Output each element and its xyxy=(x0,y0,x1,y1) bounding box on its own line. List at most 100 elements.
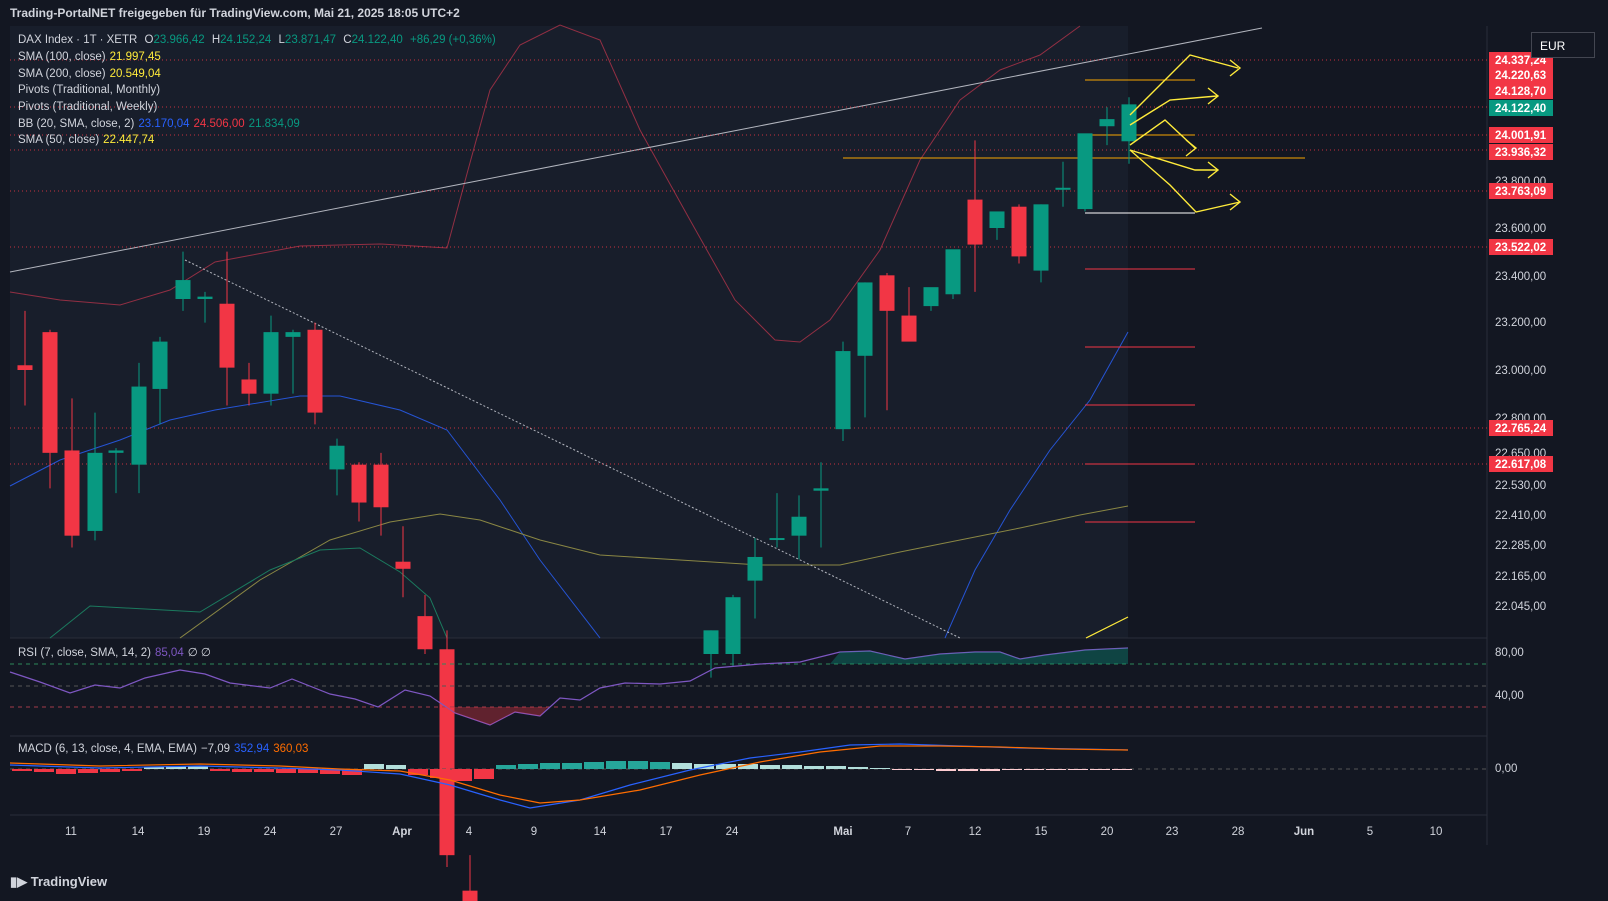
price-label-text: 22.617,08 xyxy=(1495,459,1547,471)
price-label-box: 22.765,24 xyxy=(1489,420,1553,436)
macd-histogram-bar xyxy=(606,761,626,769)
candle xyxy=(219,251,235,406)
price-label-box: 24.128,70 xyxy=(1489,83,1553,99)
time-tick-label: Jun xyxy=(1294,826,1314,838)
symbol-label: DAX Index · 1T · XETR xyxy=(18,34,138,46)
macd-histogram-bar xyxy=(716,764,736,769)
candle xyxy=(241,362,257,406)
macd-histogram-bar xyxy=(540,763,560,769)
candle-body xyxy=(439,649,455,856)
candle-body xyxy=(1121,104,1137,142)
macd-histogram-bar xyxy=(78,769,98,773)
candle-body xyxy=(857,282,873,356)
rsi-tick-label: 40,00 xyxy=(1495,690,1524,702)
candle xyxy=(813,462,829,548)
candle xyxy=(989,211,1005,240)
macd-histogram-bar xyxy=(1024,769,1044,770)
macd-histogram-bar xyxy=(584,762,604,769)
candle-body xyxy=(263,332,279,394)
candle-body xyxy=(1055,187,1071,190)
candle-body xyxy=(791,516,807,536)
candle xyxy=(923,287,939,311)
macd-tick-label: 0,00 xyxy=(1495,763,1517,775)
price-tick-label: 22.530,00 xyxy=(1495,480,1546,492)
bb-legend: BB (20, SMA, close, 2) 23.170,04 24.506,00… xyxy=(18,118,300,130)
price-tick-label: 22.285,00 xyxy=(1495,540,1546,552)
time-tick-label: 15 xyxy=(1035,826,1048,838)
candle xyxy=(17,310,33,406)
candle-body xyxy=(219,303,235,368)
macd-histogram-bar xyxy=(804,766,824,769)
candle xyxy=(1033,204,1049,283)
macd-histogram-bar xyxy=(1112,769,1132,770)
candle xyxy=(967,140,983,292)
time-tick-label: 24 xyxy=(726,826,739,838)
candle xyxy=(1099,107,1115,146)
candle-body xyxy=(923,287,939,307)
candle-body xyxy=(175,280,191,299)
macd-histogram-bar xyxy=(56,769,76,774)
projection-arrowhead xyxy=(1185,139,1198,157)
candle-body xyxy=(285,332,301,337)
macd-histogram-bar xyxy=(496,765,516,769)
price-label-bg xyxy=(1489,67,1553,83)
long-trendline xyxy=(9,27,1263,273)
time-tick-label: Apr xyxy=(392,826,412,838)
candle xyxy=(108,448,124,494)
macd-histogram-bar xyxy=(430,769,450,778)
macd-histogram-bar xyxy=(980,769,1000,771)
macd-histogram-bar xyxy=(298,769,318,773)
price-tick-label: 22.045,00 xyxy=(1495,601,1546,613)
candle xyxy=(131,362,147,494)
ohlc-open: O23.966,42 xyxy=(144,34,205,46)
projection-arrowhead xyxy=(1229,59,1242,77)
currency-selector[interactable]: EUR xyxy=(1531,32,1595,58)
candle xyxy=(439,630,455,867)
candle xyxy=(769,493,785,548)
price-label-text: 22.765,24 xyxy=(1495,423,1547,435)
price-tick-label: 23.600,00 xyxy=(1495,223,1546,235)
candle-body xyxy=(395,561,411,569)
candle-body xyxy=(725,597,741,654)
time-tick-label: 11 xyxy=(65,826,77,838)
price-label-text: 23.763,09 xyxy=(1495,186,1546,198)
macd-histogram-bar xyxy=(188,766,208,769)
time-tick-label: 4 xyxy=(466,826,473,838)
time-tick-label: 24 xyxy=(264,826,277,838)
projection-arrow xyxy=(1129,119,1196,149)
candle xyxy=(197,291,213,323)
ohlc-high: H24.152,24 xyxy=(211,34,272,46)
macd-histogram-bar xyxy=(386,765,406,769)
macd-histogram-bar xyxy=(320,769,340,774)
price-tick-label: 23.000,00 xyxy=(1495,365,1546,377)
candle xyxy=(879,272,895,411)
candle xyxy=(64,398,80,548)
macd-pane: 0,00 xyxy=(9,743,1517,809)
candle xyxy=(175,251,191,311)
candle-body xyxy=(373,464,389,508)
candle-body xyxy=(813,488,829,491)
candle xyxy=(307,322,323,425)
main-legend: DAX Index · 1T · XETR O23.966,42 H24.152… xyxy=(18,34,500,46)
candle-body xyxy=(197,296,213,299)
sma50-line xyxy=(179,505,1129,639)
time-tick-label: 14 xyxy=(594,826,607,838)
time-tick-label: 10 xyxy=(1430,826,1443,838)
time-tick-label: 20 xyxy=(1101,826,1114,838)
macd-histogram-bar xyxy=(936,769,956,771)
macd-histogram-bar xyxy=(364,764,384,769)
macd-histogram-bar xyxy=(892,769,912,770)
bb-lower-line xyxy=(49,547,448,639)
price-label-box: 24.220,63 xyxy=(1489,67,1553,83)
macd-histogram-bar xyxy=(166,766,186,769)
rsi-overbought-fill xyxy=(830,648,1128,664)
candle xyxy=(945,249,961,299)
macd-histogram-bar xyxy=(34,769,54,772)
price-tick-label: 22.410,00 xyxy=(1495,510,1546,522)
price-label-text: 24.001,91 xyxy=(1495,130,1547,142)
chart-header: Trading-PortalNET freigegeben für Tradin… xyxy=(10,6,460,20)
price-label-bg xyxy=(1489,100,1553,116)
macd-histogram-bar xyxy=(870,768,890,769)
macd-histogram-bar xyxy=(1002,769,1022,770)
